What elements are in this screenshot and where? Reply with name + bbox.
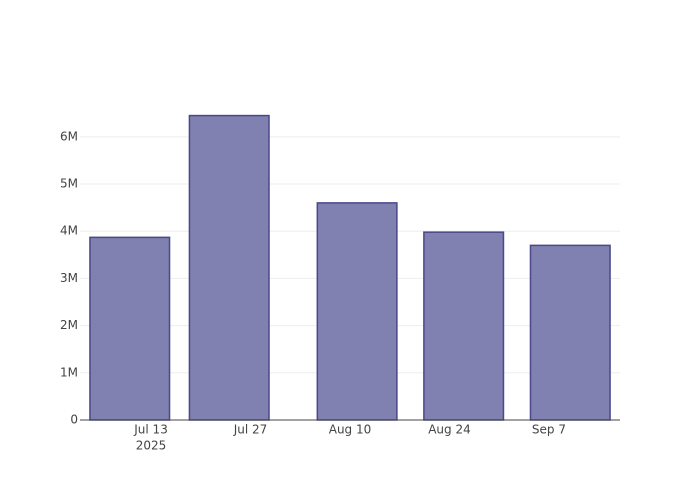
y-tick-label: 6M [60,129,78,143]
bar [423,231,505,421]
bar [188,114,270,421]
x-tick-label: Jul 27 [233,423,268,437]
bar [316,202,398,421]
y-tick-label: 0 [70,413,78,427]
x-tick-label: Aug 24 [428,423,471,437]
y-tick-label: 4M [60,224,78,238]
y-tick-label: 2M [60,318,78,332]
y-tick-label: 5M [60,177,78,191]
bar [529,244,611,421]
x-year-label: 2025 [136,439,167,453]
x-tick-label: Aug 10 [329,423,372,437]
bar [89,236,171,421]
x-tick-label: Jul 13 [133,423,168,437]
x-tick-label: Sep 7 [532,423,566,437]
y-tick-label: 1M [60,365,78,379]
y-tick-label: 3M [60,271,78,285]
